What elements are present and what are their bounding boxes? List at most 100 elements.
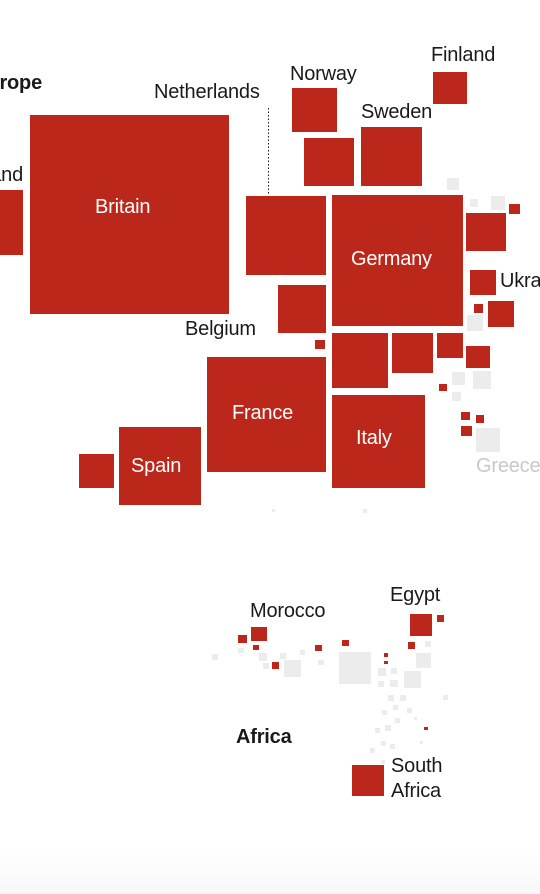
sweden-square-b[interactable]: [361, 127, 422, 186]
muted-square: [390, 680, 398, 687]
germany-label: Germany: [351, 248, 432, 270]
muted-square: [390, 744, 395, 749]
spain-label: Spain: [131, 455, 182, 477]
africa-region-label: Africa: [236, 726, 292, 748]
finland-label: Finland: [431, 44, 496, 66]
muted-square: [378, 681, 384, 687]
small-square-17[interactable]: [424, 727, 428, 730]
africa-muted-squares: [212, 641, 448, 764]
small-square-12[interactable]: [342, 640, 349, 646]
muted-square: [381, 760, 385, 764]
austria-square[interactable]: [332, 333, 388, 388]
greece-label: Greece: [476, 455, 540, 477]
britain-label: Britain: [95, 196, 151, 218]
small-square-5[interactable]: [439, 384, 447, 391]
small-square-16[interactable]: [384, 661, 388, 664]
muted-square: [280, 653, 286, 659]
muted-square: [259, 653, 267, 661]
small-square-3[interactable]: [488, 301, 514, 327]
norway-square[interactable]: [292, 88, 337, 132]
muted-square: [300, 650, 305, 655]
small-square-2[interactable]: [474, 304, 483, 313]
muted-square: [452, 372, 465, 385]
muted-square: [407, 708, 412, 713]
muted-square: [447, 178, 459, 190]
italy-label: Italy: [356, 427, 392, 449]
muted-square: [378, 668, 386, 676]
small-square-10[interactable]: [272, 662, 279, 669]
muted-square: [370, 748, 375, 753]
france-label: France: [232, 402, 294, 424]
finland-square[interactable]: [433, 72, 467, 104]
south-africa-square[interactable]: [352, 765, 384, 796]
egypt-square[interactable]: [410, 614, 432, 636]
muted-square: [416, 653, 431, 668]
ukraine-label: Ukraine: [500, 270, 540, 292]
netherlands-square[interactable]: [246, 196, 326, 275]
small-square-9[interactable]: [253, 645, 259, 650]
small-square-11[interactable]: [315, 645, 322, 651]
muted-square: [491, 196, 505, 210]
belgium-label: Belgium: [185, 318, 256, 340]
ireland-square[interactable]: [0, 190, 23, 255]
muted-square: [404, 671, 421, 688]
morocco-square[interactable]: [251, 627, 267, 641]
small-square-6[interactable]: [461, 412, 470, 420]
muted-square: [470, 199, 478, 207]
germany-square[interactable]: [332, 195, 463, 326]
ukraine-square[interactable]: [470, 270, 496, 295]
small-square-14[interactable]: [408, 642, 415, 649]
romania-square[interactable]: [466, 346, 490, 368]
europe-region-label: Europe: [0, 72, 42, 94]
muted-square: [375, 728, 380, 733]
small-square-15[interactable]: [384, 653, 388, 657]
netherlands-label: Netherlands: [154, 81, 260, 103]
muted-square: [400, 695, 406, 701]
norway-label: Norway: [290, 63, 357, 85]
muted-square: [473, 371, 491, 389]
muted-square: [339, 652, 371, 684]
muted-square: [284, 660, 301, 677]
spain-square[interactable]: [119, 427, 201, 505]
muted-square: [238, 648, 244, 653]
small-square-1[interactable]: [509, 204, 520, 214]
footer-band: [0, 852, 540, 894]
france-square[interactable]: [207, 357, 326, 472]
small-square-13[interactable]: [437, 615, 444, 622]
muted-square: [420, 741, 423, 744]
poland-square[interactable]: [466, 213, 506, 251]
italy-square[interactable]: [332, 395, 425, 488]
muted-square: [382, 710, 387, 715]
muted-square: [391, 668, 397, 674]
muted-square: [272, 509, 275, 512]
muted-square: [385, 725, 391, 731]
morocco-label: Morocco: [250, 600, 326, 622]
small-square-4[interactable]: [315, 340, 325, 349]
small-square-7[interactable]: [476, 415, 484, 423]
belgium-square[interactable]: [278, 285, 326, 333]
hungary-square[interactable]: [437, 333, 463, 358]
muted-square: [414, 717, 417, 720]
muted-square: [452, 392, 461, 401]
muted-square: [318, 660, 324, 665]
africa-highlighted-squares: [238, 614, 444, 796]
sweden-square-a[interactable]: [304, 138, 354, 186]
ireland-label: Ireland: [0, 164, 23, 186]
muted-square: [443, 695, 448, 700]
muted-square: [381, 741, 386, 746]
europe-highlighted-squares: [0, 72, 520, 505]
muted-square: [363, 509, 367, 513]
muted-square: [388, 695, 394, 701]
egypt-label: Egypt: [390, 584, 441, 606]
algeria-square[interactable]: [238, 635, 247, 643]
muted-square: [425, 641, 431, 647]
south-africa-label: South Africa: [391, 755, 443, 802]
portugal-square[interactable]: [79, 454, 114, 488]
muted-square: [393, 705, 398, 710]
muted-square: [212, 654, 218, 660]
small-square-8[interactable]: [461, 426, 472, 436]
czech-square[interactable]: [392, 333, 433, 373]
muted-square: [395, 718, 400, 723]
britain-square[interactable]: [30, 115, 229, 314]
